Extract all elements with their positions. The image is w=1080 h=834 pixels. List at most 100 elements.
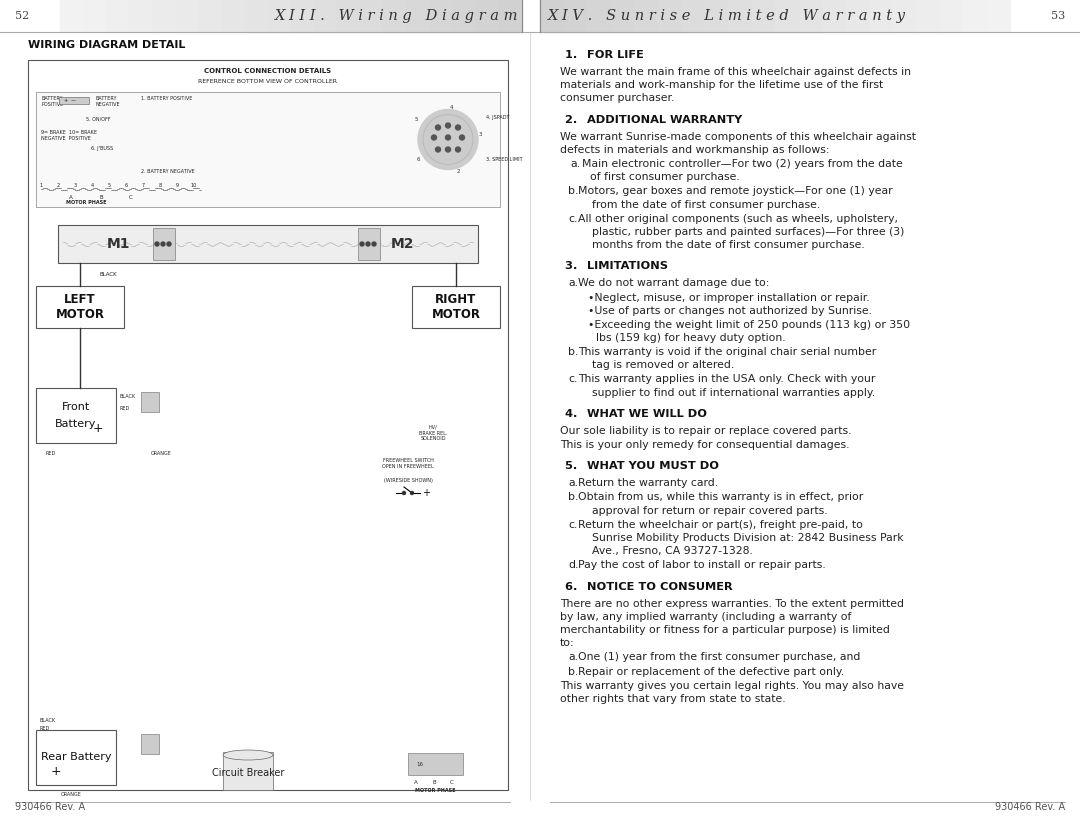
Text: +  —: + — (64, 98, 76, 103)
Text: There are no other express warranties. To the extent permitted: There are no other express warranties. T… (561, 599, 904, 609)
Text: b.: b. (568, 666, 579, 676)
Bar (314, 0, 337, 32)
Bar (453, 0, 476, 32)
Text: Front: Front (62, 402, 90, 412)
Text: Main electronic controller—For two (2) years from the date: Main electronic controller—For two (2) y… (582, 159, 903, 169)
Circle shape (446, 147, 450, 152)
Text: 4: 4 (449, 105, 453, 110)
Bar (291, 0, 314, 32)
Bar (36, 92, 500, 207)
Text: RED: RED (39, 726, 50, 731)
Text: plastic, rubber parts and painted surfaces)—For three (3): plastic, rubber parts and painted surfac… (592, 227, 904, 237)
Text: to:: to: (561, 638, 575, 648)
Text: defects in materials and workmanship as follows:: defects in materials and workmanship as … (561, 145, 829, 155)
Text: 4.: 4. (565, 409, 585, 419)
Bar (245, 0, 268, 32)
Bar (28, 60, 508, 790)
Bar (822, 0, 846, 32)
Ellipse shape (222, 750, 273, 760)
Text: months from the date of first consumer purchase.: months from the date of first consumer p… (592, 240, 865, 250)
Bar (798, 0, 822, 32)
Circle shape (360, 242, 364, 246)
Bar (153, 228, 175, 260)
Text: 52: 52 (15, 11, 29, 21)
Text: LEFT
MOTOR: LEFT MOTOR (55, 293, 105, 321)
Circle shape (372, 242, 376, 246)
Text: b.: b. (568, 187, 579, 196)
Bar (83, 0, 106, 32)
Text: C: C (130, 194, 133, 199)
Text: Motors, gear boxes and remote joystick—For one (1) year: Motors, gear boxes and remote joystick—F… (578, 187, 893, 196)
Text: Circuit Breaker: Circuit Breaker (212, 768, 284, 778)
Circle shape (161, 242, 165, 246)
Circle shape (366, 242, 370, 246)
Text: 1: 1 (40, 183, 42, 188)
Text: BLACK: BLACK (119, 394, 135, 399)
Text: B: B (99, 194, 103, 199)
Text: 4: 4 (91, 183, 94, 188)
Text: c.: c. (568, 214, 578, 224)
Text: 8: 8 (159, 183, 162, 188)
Text: BLACK: BLACK (100, 272, 118, 277)
Text: WHAT WE WILL DO: WHAT WE WILL DO (588, 409, 707, 419)
Text: of first consumer purchase.: of first consumer purchase. (590, 172, 740, 182)
Bar (408, 753, 463, 775)
Text: WHAT YOU MUST DO: WHAT YOU MUST DO (588, 461, 719, 471)
Bar (963, 0, 986, 32)
Bar (152, 0, 175, 32)
Bar (36, 388, 116, 443)
Bar (916, 0, 940, 32)
Text: Battery: Battery (55, 419, 97, 429)
Text: Ave., Fresno, CA 93727-1328.: Ave., Fresno, CA 93727-1328. (592, 546, 753, 556)
Text: C: C (450, 781, 454, 786)
Text: +: + (51, 765, 62, 778)
Text: BATTERY
NEGATIVE: BATTERY NEGATIVE (96, 96, 121, 107)
Text: B: B (432, 781, 436, 786)
Text: LIMITATIONS: LIMITATIONS (588, 261, 669, 271)
Text: Return the wheelchair or part(s), freight pre-paid, to: Return the wheelchair or part(s), freigh… (578, 520, 863, 530)
Text: merchantability or fitness for a particular purpose) is limited: merchantability or fitness for a particu… (561, 625, 890, 635)
Text: 2: 2 (56, 183, 59, 188)
Text: REFERENCE BOTTOM VIEW OF CONTROLLER: REFERENCE BOTTOM VIEW OF CONTROLLER (199, 79, 337, 84)
Text: Rear Battery: Rear Battery (41, 752, 111, 762)
Circle shape (432, 135, 436, 140)
Text: All other original components (such as wheels, upholstery,: All other original components (such as w… (578, 214, 897, 224)
Text: a.: a. (568, 478, 578, 488)
Text: 3.: 3. (565, 261, 585, 271)
Bar (337, 0, 361, 32)
Bar (357, 228, 380, 260)
Bar (406, 0, 430, 32)
Bar (476, 0, 499, 32)
Bar (704, 0, 728, 32)
Bar (0, 0, 1080, 32)
Text: Return the warranty card.: Return the warranty card. (578, 478, 718, 488)
Text: •Neglect, misuse, or improper installation or repair.: •Neglect, misuse, or improper installati… (588, 293, 869, 303)
Bar (564, 0, 588, 32)
Circle shape (418, 109, 478, 169)
Bar (383, 0, 406, 32)
Bar (775, 0, 798, 32)
Text: from the date of first consumer purchase.: from the date of first consumer purchase… (592, 199, 820, 209)
Bar (986, 0, 1010, 32)
Bar (940, 0, 963, 32)
Text: This warranty gives you certain legal rights. You may also have: This warranty gives you certain legal ri… (561, 681, 904, 691)
Text: by law, any implied warranty (including a warranty of: by law, any implied warranty (including … (561, 611, 851, 621)
Bar (199, 0, 221, 32)
Text: c.: c. (568, 520, 578, 530)
Text: 6.: 6. (565, 581, 585, 591)
Text: c.: c. (568, 374, 578, 384)
Text: This is your only remedy for consequential damages.: This is your only remedy for consequenti… (561, 440, 850, 450)
Bar (846, 0, 869, 32)
Bar (658, 0, 681, 32)
Bar (681, 0, 704, 32)
Text: Our sole liability is to repair or replace covered parts.: Our sole liability is to repair or repla… (561, 425, 851, 435)
Bar (36, 730, 116, 785)
Text: HV/
BRAKE REL.
SOLENOID: HV/ BRAKE REL. SOLENOID (419, 425, 447, 441)
Text: 7: 7 (141, 183, 145, 188)
Circle shape (456, 147, 460, 152)
Text: X I V .   S u n r i s e   L i m i t e d   W a r r a n t y: X I V . S u n r i s e L i m i t e d W a … (548, 9, 906, 23)
Text: approval for return or repair covered parts.: approval for return or repair covered pa… (592, 505, 827, 515)
Text: tag is removed or altered.: tag is removed or altered. (592, 360, 734, 370)
Text: 6. J'BUSS: 6. J'BUSS (91, 146, 113, 151)
Text: We do not warrant damage due to:: We do not warrant damage due to: (578, 279, 769, 289)
